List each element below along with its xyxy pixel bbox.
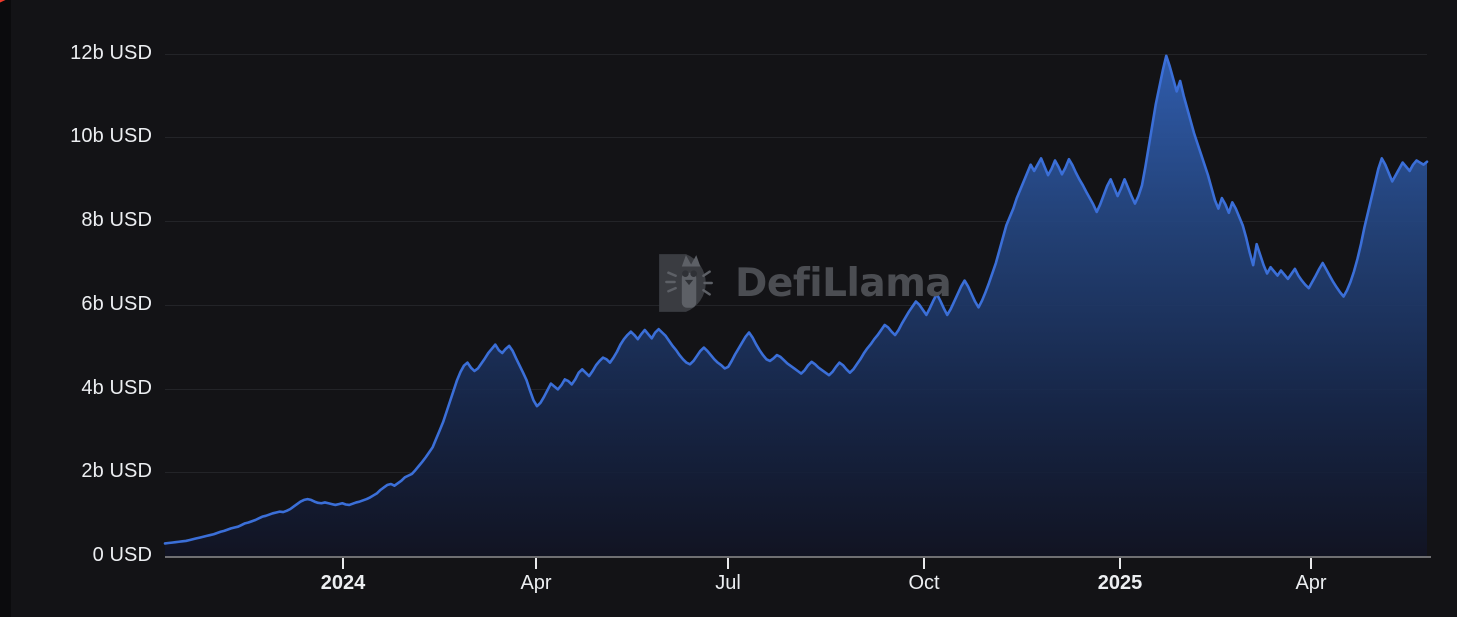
y-axis-tick-label: 12b USD (70, 42, 152, 64)
y-axis-tick-label: 4b USD (81, 377, 152, 399)
series-line (163, 54, 1429, 545)
x-axis-tick-label: Apr (1295, 572, 1327, 594)
y-axis-tick-label: 10b USD (70, 125, 152, 147)
x-axis-tick-mark (535, 558, 537, 569)
x-axis-tick-mark (727, 558, 729, 569)
gridline (165, 54, 1427, 55)
x-axis-tick-label: Jul (715, 572, 741, 594)
x-axis-tick-mark (1310, 558, 1312, 569)
x-axis-tick-mark (923, 558, 925, 569)
series-area (165, 55, 1427, 556)
x-axis-tick-label: 2025 (1097, 572, 1143, 594)
y-axis-tick-label: 6b USD (81, 293, 152, 315)
y-axis-tick-label: 2b USD (81, 460, 152, 482)
left-gutter (0, 0, 11, 617)
x-axis-tick-label: Apr (520, 572, 552, 594)
x-axis-tick-mark (1119, 558, 1121, 569)
y-axis-tick-label: 8b USD (81, 209, 152, 231)
y-axis-labels: 12b USD 10b USD 8b USD 6b USD 4b USD 2b USD 0 … (0, 0, 152, 617)
gridline (165, 305, 1427, 306)
x-axis-tick-label: 2024 (320, 572, 366, 594)
x-axis-line (165, 556, 1431, 558)
x-axis-tick-label: Oct (908, 572, 940, 594)
gridline (165, 221, 1427, 222)
x-axis-tick-mark (342, 558, 344, 569)
y-axis-tick-label: 0 USD (92, 544, 152, 566)
gridline (165, 137, 1427, 138)
